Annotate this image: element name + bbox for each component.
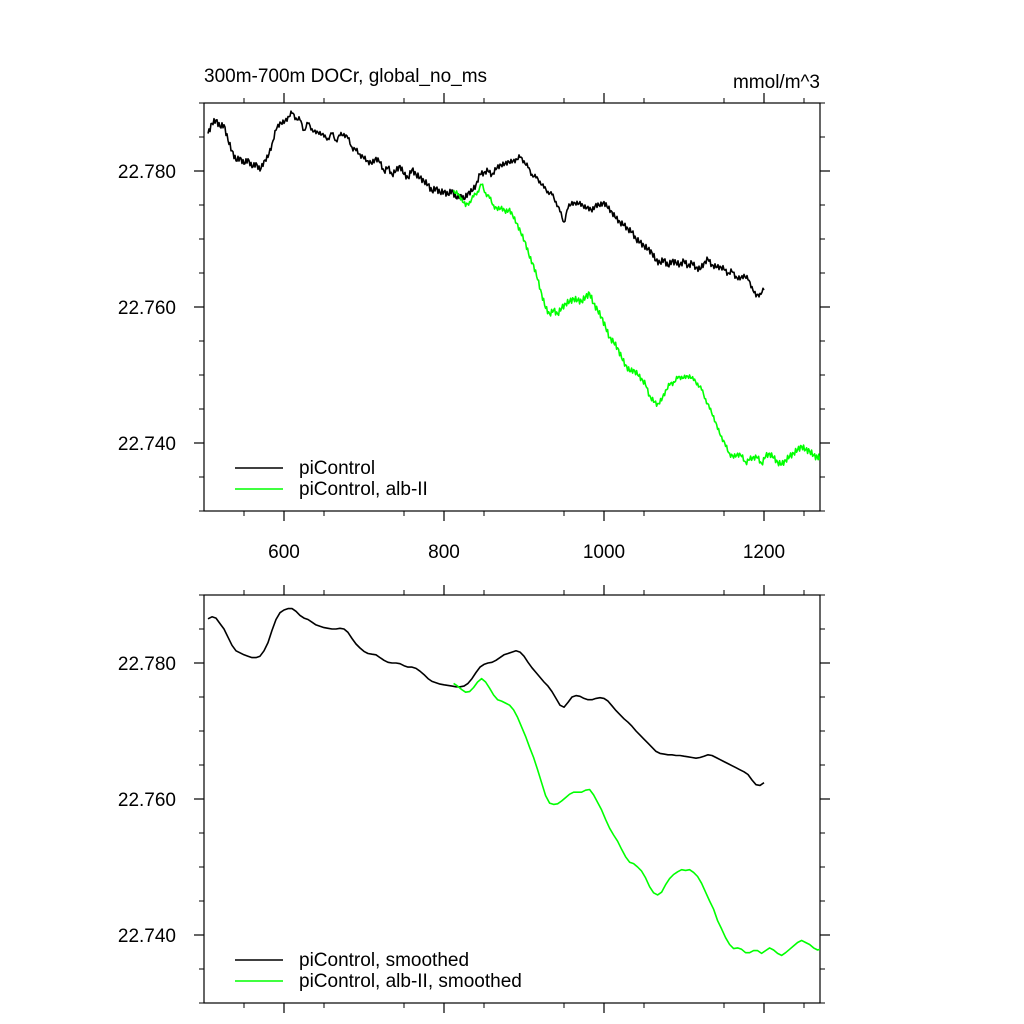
panel-bottom: 22.740 22.760 22.780 piControl, smoothedpiC… [118,585,830,1013]
y-tick-label: 22.780 [118,162,176,183]
x-tick-label: 1000 [583,542,625,563]
x-tick-label: 600 [268,542,300,563]
legend-entry: piControl, alb-II, smoothed [299,971,522,992]
x-tick-label: 1200 [743,542,785,563]
x-tick-label: 800 [428,542,460,563]
series-line-picontrol-smoothed [207,607,765,787]
y-tick-label: 22.780 [118,654,176,675]
units-label: mmol/m^3 [733,72,820,93]
legend-entry: piControl, smoothed [299,950,469,971]
series-line-picontrol-alb-ii [452,183,820,467]
chart-title: 300m-700m DOCr, global_no_ms [204,66,487,87]
legend-entry: piControl, alb-II [299,479,428,500]
series-line-picontrol [207,110,765,298]
y-tick-label: 22.760 [118,298,176,319]
panel-top: 600 800 1000 1200 22.740 22.760 22.780 piContro… [118,93,830,563]
y-tick-label: 22.740 [118,434,176,455]
series-line-picontrol-alb-ii-smoothed [453,677,820,957]
y-tick-label: 22.760 [118,790,176,811]
legend-entry: piControl [299,458,375,479]
y-tick-label: 22.740 [118,926,176,947]
